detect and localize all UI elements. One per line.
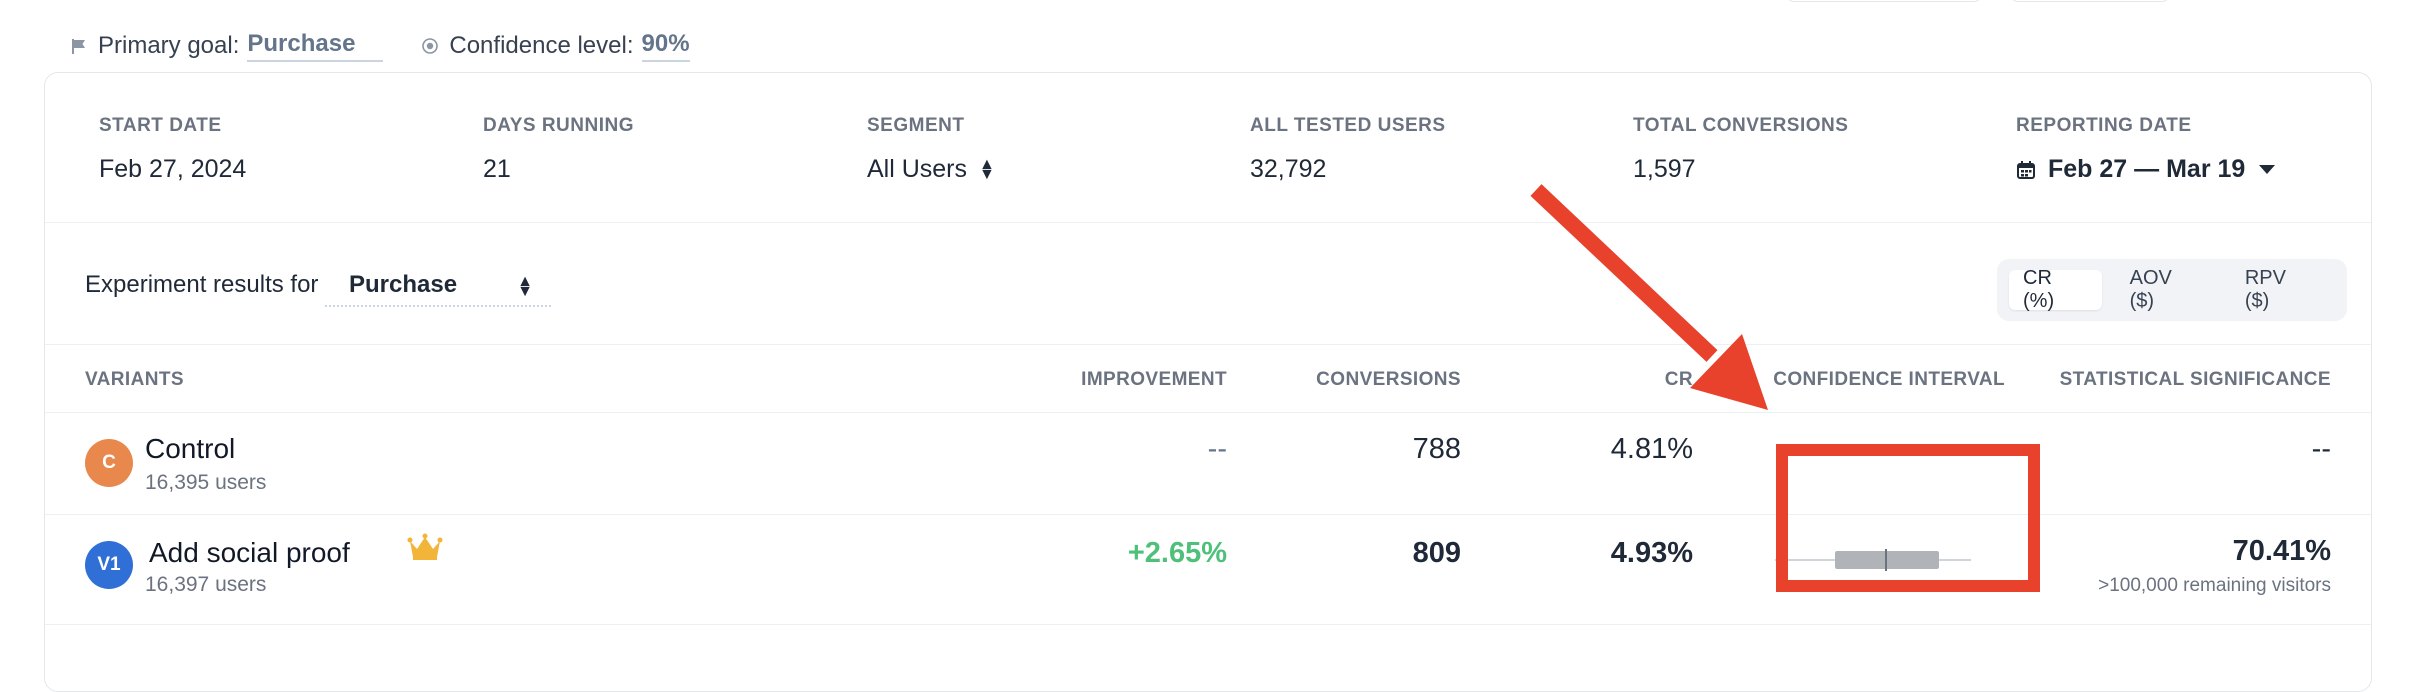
calendar-icon [2016,160,2036,180]
reporting-date-picker[interactable]: Feb 27 — Mar 19 [2016,155,2276,184]
segment-select[interactable]: All Users ▲ ▼ [867,155,995,184]
stat-start-date: START DATE Feb 27, 2024 [99,115,246,184]
conversions-value: 788 [1412,433,1461,465]
confidence-level: Confidence level: 90% [419,30,690,62]
stat-value: 32,792 [1250,155,1327,183]
variant-users: 16,395 users [145,471,267,494]
stat-tested-users: ALL TESTED USERS 32,792 [1250,115,1446,184]
stat-segment: SEGMENT All Users ▲ ▼ [867,115,995,184]
stat-label: DAYS RUNNING [483,115,634,136]
cr-value: 4.93% [1610,537,1693,569]
metric-toggle: CR (%) AOV ($) RPV ($) [1997,259,2347,321]
significance-value: 70.41% [2232,535,2331,567]
avatar: C [85,439,133,487]
header-improvement[interactable]: IMPROVEMENT [1081,369,1227,390]
significance-value: -- [2311,433,2331,465]
primary-goal: Primary goal: Purchase [68,30,384,62]
variant-users: 16,397 users [145,573,267,596]
stat-reporting-date: REPORTING DATE Feb 27 — Mar 19 [2016,115,2276,184]
improvement-value: +2.65% [1127,537,1227,569]
stat-label: START DATE [99,115,222,136]
experiment-card: START DATE Feb 27, 2024 DAYS RUNNING 21 … [44,72,2372,692]
significance-note: >100,000 remaining visitors [2098,575,2331,596]
stat-label: REPORTING DATE [2016,115,2192,136]
sort-arrows-icon: ▲ ▼ [979,155,995,183]
annotation-highlight-box [1776,444,2040,592]
header-cr[interactable]: CR [1664,369,1693,390]
confidence-interval-bar [1775,545,1975,575]
table-row[interactable]: V1 Add social proof 16,397 users +2.65% … [45,515,2371,625]
target-icon [419,35,441,57]
reporting-date-value: Feb 27 — Mar 19 [2048,155,2246,183]
primary-goal-label: Primary goal: [98,32,240,59]
stats-row: START DATE Feb 27, 2024 DAYS RUNNING 21 … [45,73,2371,223]
variant-name: Add social proof [149,537,350,568]
goal-select[interactable]: Purchase ▲ ▼ [325,265,551,307]
stat-days-running: DAYS RUNNING 21 [483,115,634,184]
table-header: VARIANTS IMPROVEMENT CONVERSIONS CR CONF… [45,345,2371,413]
ci-median-mark [1885,549,1887,571]
variant-name: Control [145,433,236,464]
stat-value: 1,597 [1633,155,1696,183]
confidence-value[interactable]: 90% [641,30,690,62]
conversions-value: 809 [1412,537,1461,569]
ci-box [1835,551,1939,569]
goal-bar: Primary goal: Purchase Confidence level:… [68,26,726,66]
confidence-label: Confidence level: [449,32,634,59]
results-label: Experiment results for [85,271,319,298]
stat-label: TOTAL CONVERSIONS [1633,115,1849,136]
crown-icon [407,533,443,566]
stat-total-conversions: TOTAL CONVERSIONS 1,597 [1633,115,1848,184]
header-significance[interactable]: STATISTICAL SIGNIFICANCE [2059,369,2331,390]
sort-arrows-icon: ▲ ▼ [517,273,533,300]
header-variants[interactable]: VARIANTS [85,369,184,390]
metric-rpv-button[interactable]: RPV ($) [2244,267,2286,312]
cr-value: 4.81% [1610,433,1693,465]
improvement-value: -- [1207,433,1227,465]
goal-select-value: Purchase [349,271,458,298]
chevron-down-icon [2259,165,2276,174]
header-confidence-interval[interactable]: CONFIDENCE INTERVAL [1773,369,2005,390]
top-control-stub-1[interactable] [1786,0,1982,2]
metric-aov-button[interactable]: AOV ($) [2129,267,2172,312]
flag-icon [68,35,90,57]
primary-goal-value[interactable]: Purchase [247,30,384,62]
segment-value: All Users [867,155,968,183]
avatar: V1 [85,541,133,589]
header-conversions[interactable]: CONVERSIONS [1316,369,1461,390]
stat-value: 21 [483,155,511,183]
stat-label: SEGMENT [867,115,965,136]
results-header: Experiment results for Purchase ▲ ▼ CR (%… [45,223,2371,345]
stat-value: Feb 27, 2024 [99,155,247,183]
stat-label: ALL TESTED USERS [1250,115,1446,136]
top-control-stub-2[interactable] [2010,0,2170,2]
table-row[interactable]: C Control 16,395 users -- 788 4.81% -- [45,413,2371,515]
metric-cr-button[interactable]: CR (%) [2009,267,2102,312]
